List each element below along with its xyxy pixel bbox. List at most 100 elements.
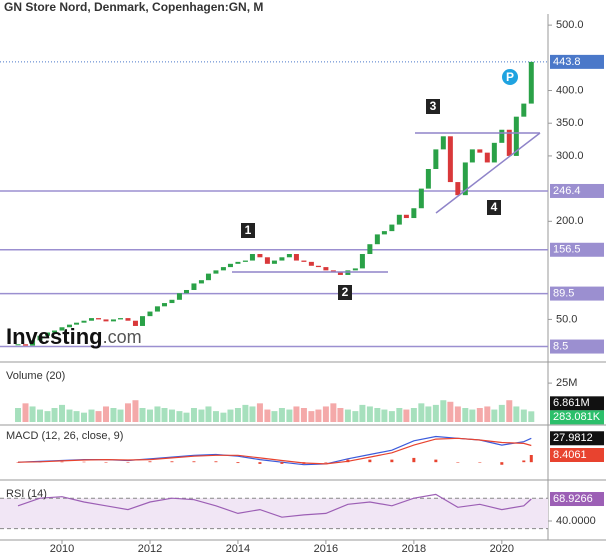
readout-label-box (550, 492, 604, 507)
histogram-bar (324, 462, 328, 463)
volume-bar (300, 408, 307, 422)
chart-title: GN Store Nord, Denmark, Copenhagen:GN, M (4, 0, 263, 14)
volume-bar (403, 409, 410, 422)
y-tick-label: 350.0 (556, 117, 584, 129)
volume-bar (29, 406, 36, 422)
volume-bar (506, 400, 513, 422)
trend-line (435, 132, 541, 214)
volume-bar (95, 411, 102, 422)
histogram-bar (280, 462, 284, 464)
volume-readout: 283.081K (553, 411, 601, 423)
x-tick-label: 2012 (138, 543, 162, 555)
volume-bar (161, 408, 168, 422)
volume-bar (73, 411, 80, 422)
candle-body (15, 344, 21, 346)
candle-body (125, 318, 131, 321)
readout-label: 68.9266 (553, 493, 593, 505)
candle-body (433, 149, 439, 169)
readout-label: 8.4061 (553, 449, 587, 461)
histogram-bar (500, 462, 504, 465)
volume-bar (476, 408, 483, 422)
y-tick-label: 300.0 (556, 150, 584, 162)
candle-body (286, 254, 292, 258)
indicator-line (17, 437, 532, 465)
candle-body (176, 293, 182, 300)
histogram-bar (522, 460, 526, 463)
candle-body (506, 129, 512, 156)
candle-body (315, 265, 321, 268)
candle-body (359, 254, 365, 269)
volume-bar (454, 406, 461, 422)
candle-body (447, 136, 453, 183)
volume-bar (344, 409, 351, 422)
volume-bar (388, 411, 395, 422)
candle-body (118, 318, 124, 320)
volume-bar (352, 411, 359, 422)
candle-body (528, 61, 534, 104)
histogram-bar (258, 462, 262, 464)
level-label: 246.4 (553, 185, 581, 197)
candle-body (183, 289, 189, 294)
trend-lines (232, 132, 541, 273)
last-price-label-box (550, 54, 604, 69)
candle-body (374, 234, 380, 245)
histogram-bar (434, 459, 438, 463)
watermark-suffix: .com (103, 327, 142, 347)
volume-bar (15, 408, 22, 422)
candle-body (37, 335, 43, 341)
volume-bar (469, 409, 476, 422)
candle-body (198, 280, 204, 284)
histogram-bar (192, 461, 196, 463)
histogram-bar (214, 461, 218, 463)
level-label: 8.5 (553, 340, 568, 352)
candle-body (227, 263, 233, 268)
volume-bar (132, 400, 139, 422)
volume-bar (513, 406, 520, 422)
histogram-bar (456, 462, 460, 463)
marker-box (487, 200, 501, 215)
level-label: 156.5 (553, 244, 581, 256)
candle-body (205, 273, 211, 281)
volume-bar (520, 409, 527, 422)
histogram-bar (104, 462, 108, 463)
marker-label: P (506, 70, 514, 84)
x-tick-label: 2010 (50, 543, 74, 555)
indicator-line (17, 493, 532, 518)
y-tick-label: 200.0 (556, 215, 584, 227)
candle-body (499, 129, 505, 143)
volume-bar (256, 403, 263, 422)
volume-bar (425, 406, 432, 422)
candle-body (23, 344, 29, 346)
candle-body (66, 324, 72, 328)
y-tick-label: 40.0000 (556, 515, 596, 527)
candle-body (191, 283, 197, 290)
volume-bar (374, 408, 381, 422)
volume-bar (205, 406, 212, 422)
volume-bar (410, 408, 417, 422)
histogram-bar (478, 462, 482, 463)
volume-bar (242, 404, 249, 422)
candle-body (59, 327, 65, 331)
panel-title: RSI (14) (6, 488, 47, 500)
marker-label: 2 (342, 285, 349, 299)
y-tick-label: 400.0 (556, 84, 584, 96)
volume-bar (308, 411, 315, 422)
candle-body (367, 244, 373, 255)
candle-body (147, 311, 153, 317)
candle-body (242, 260, 248, 262)
volume-readout-box (550, 410, 604, 425)
histogram-bar (529, 454, 533, 463)
volume-bar (234, 408, 241, 422)
volume-bar (249, 406, 256, 422)
candle-body (396, 214, 402, 225)
volume-bar (286, 409, 293, 422)
candle-body (110, 319, 116, 322)
level-label-box (550, 183, 604, 198)
candle-body (264, 257, 270, 264)
candle-body (477, 149, 483, 153)
x-tick-label: 2018 (402, 543, 426, 555)
marker-circle (502, 69, 518, 85)
volume-bar (22, 403, 29, 422)
readout-label: 27.9812 (553, 432, 593, 444)
candle-body (279, 257, 285, 261)
